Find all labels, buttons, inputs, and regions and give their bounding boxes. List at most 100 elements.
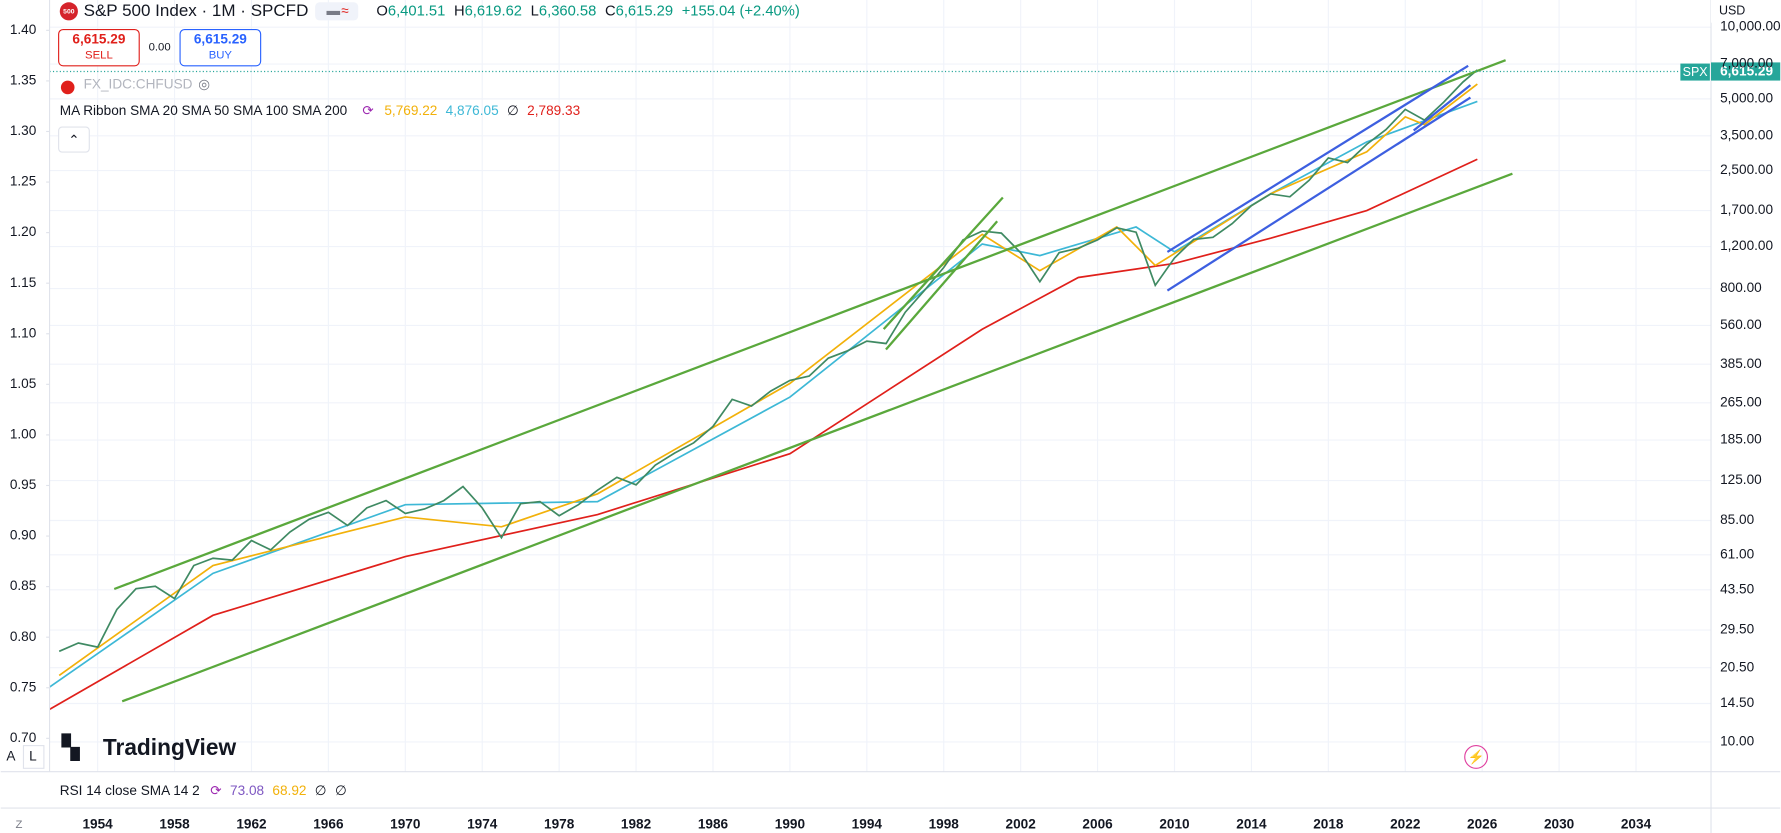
spread: 0.00 [149, 42, 171, 54]
rsi-title[interactable]: RSI 14 close SMA 14 2 ⟳ 73.08 68.92 ∅ ∅ [60, 783, 347, 798]
y-tick-label: 560.00 [1720, 317, 1762, 332]
y-tick-label: 800.00 [1720, 280, 1762, 295]
y-tick-label: 85.00 [1720, 512, 1754, 527]
scale-button[interactable]: L [29, 749, 37, 764]
y2-tick-label: 1.05 [10, 376, 36, 391]
refresh-icon[interactable]: ⟳ [362, 103, 374, 118]
symbol-logo-text: 500 [63, 9, 75, 16]
x-tick-label: 1986 [698, 817, 729, 832]
y-tick-label: 7,000.00 [1720, 56, 1773, 71]
ohlc-label: O [376, 3, 387, 19]
y-tick-label: 5,000.00 [1720, 90, 1773, 105]
indicator-name: MA Ribbon SMA 20 SMA 50 SMA 100 SMA 200 [60, 103, 348, 118]
x-tick-label: 1990 [775, 817, 806, 832]
y-tick-label: 43.50 [1720, 581, 1754, 596]
ohlc-label: C [605, 3, 616, 19]
ohlc: O6,401.51 H6,619.62 L6,360.58 C6,615.29 … [376, 3, 799, 19]
trend-line [113, 59, 1507, 591]
currency[interactable]: USD [1719, 4, 1745, 18]
y2-tick-label: 0.90 [10, 528, 37, 543]
trend-line [885, 220, 999, 351]
scale-button[interactable]: A [6, 749, 16, 764]
symbol-badge-text: SPX [1683, 65, 1709, 79]
trend-line [1166, 64, 1469, 253]
y2-tick-label: 1.20 [10, 224, 37, 239]
collapse-button[interactable] [58, 126, 90, 153]
rsi-name: RSI 14 close SMA 14 2 [60, 783, 200, 798]
trend-line [1166, 96, 1472, 292]
series-line [58, 83, 1478, 677]
x-tick-label: 2022 [1390, 817, 1421, 832]
rsi-value: 73.08 [230, 783, 264, 798]
ohlc-label: H [454, 3, 465, 19]
x-tick-label: 1958 [159, 817, 190, 832]
alert-icon[interactable]: ⚡ [1468, 749, 1485, 766]
ohlc-value: 6,360.58 [539, 3, 596, 19]
price-badge-text: 6,615.29 [1720, 64, 1773, 79]
compare-symbol[interactable]: FX_IDC:CHFUSD [84, 77, 193, 92]
x-tick-label: 1998 [929, 817, 960, 832]
x-tick-label: 1970 [390, 817, 421, 832]
indicator-value: 4,876.05 [446, 103, 499, 118]
toggle-icon[interactable]: ≈ [341, 3, 349, 18]
y-tick-label: 265.00 [1720, 394, 1762, 409]
trend-line [121, 172, 1513, 703]
toggle[interactable] [315, 2, 359, 21]
y2-tick-label: 1.40 [10, 22, 37, 37]
x-tick-label: 2030 [1544, 817, 1575, 832]
y2-tick-label: 1.30 [10, 123, 37, 138]
buy-price[interactable]: 6,615.29 [194, 31, 247, 46]
x-tick-label: 2018 [1313, 817, 1344, 832]
y-tick-label: 125.00 [1720, 472, 1762, 487]
y2-tick-label: 1.25 [10, 174, 36, 189]
y2-tick-label: 1.15 [10, 275, 36, 290]
x-tick-label: 2026 [1467, 817, 1498, 832]
x-tick-label: 2002 [1006, 817, 1037, 832]
series-line [49, 158, 1478, 711]
scale-button-frame [22, 745, 45, 769]
indicator-title[interactable]: MA Ribbon SMA 20 SMA 50 SMA 100 SMA 200 … [60, 103, 580, 118]
y2-tick-label: 0.80 [10, 629, 37, 644]
currency-box [1711, 0, 1781, 23]
change: +155.04 (+2.40%) [682, 3, 800, 19]
y-tick-label: 61.00 [1720, 546, 1754, 561]
brand: TradingView [103, 734, 237, 760]
y2-tick-label: 1.10 [10, 325, 37, 340]
buy-label[interactable]: BUY [209, 50, 233, 62]
y2-tick-label: 0.70 [10, 730, 37, 745]
ohlc-value: 6,615.29 [616, 3, 673, 19]
toggle-icon[interactable]: ▬ [326, 3, 340, 18]
rsi-value: 68.92 [272, 783, 306, 798]
x-tick-label: 2010 [1159, 817, 1190, 832]
y2-tick-label: 1.00 [10, 427, 37, 442]
collapse-icon[interactable]: ⌃ [68, 132, 79, 147]
symbol-logo [59, 2, 78, 21]
alert-icon[interactable] [1464, 745, 1489, 769]
indicator-value: 2,789.33 [527, 103, 580, 118]
x-tick-label: 2006 [1082, 817, 1113, 832]
symbol-badge [1680, 63, 1710, 81]
refresh-icon[interactable]: ⟳ [210, 783, 222, 798]
y-tick-label: 185.00 [1720, 432, 1762, 447]
x-tick-label: 2014 [1236, 817, 1267, 832]
price-badge [1711, 62, 1781, 81]
series-line [58, 69, 1478, 653]
y-tick-label: 20.50 [1720, 659, 1754, 674]
sell-button[interactable] [58, 28, 140, 67]
y2-tick-label: 1.35 [10, 73, 36, 88]
compare-icon [60, 80, 75, 95]
symbol-title[interactable]: S&P 500 Index · 1M · SPCFD [84, 1, 309, 20]
y2-tick-label: 0.75 [10, 679, 36, 694]
y-tick-label: 3,500.00 [1720, 127, 1773, 142]
y-tick-label: 385.00 [1720, 356, 1762, 371]
ohlc-label: L [531, 3, 539, 19]
zoom-button[interactable]: Z [16, 819, 23, 831]
y-tick-label: 1,700.00 [1720, 202, 1773, 217]
visibility-icon[interactable]: ◎ [198, 77, 210, 92]
buy-button[interactable] [179, 28, 262, 67]
sell-label[interactable]: SELL [85, 50, 113, 62]
sell-price[interactable]: 6,615.29 [72, 31, 125, 46]
